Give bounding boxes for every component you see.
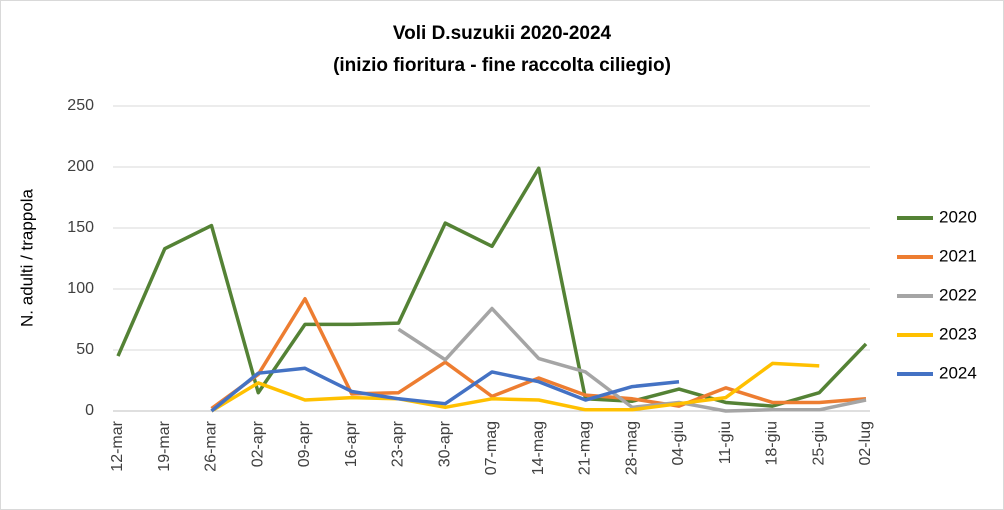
series-line xyxy=(397,306,867,413)
legend-label: 2021 xyxy=(939,246,977,265)
series-line xyxy=(210,366,680,413)
legend-label: 2024 xyxy=(939,363,977,382)
chart-subtitle: (inizio fioritura - fine raccolta cilieg… xyxy=(333,55,671,76)
x-tick-label: 02-lug xyxy=(857,421,874,465)
x-tick-label: 28-mag xyxy=(623,421,640,475)
y-tick-label: 50 xyxy=(76,341,94,358)
x-tick-label: 23-apr xyxy=(390,420,407,467)
x-tick-label: 30-apr xyxy=(436,420,453,467)
x-tick-label: 04-giu xyxy=(670,421,687,465)
x-tick-label: 11-giu xyxy=(717,421,734,464)
series-line xyxy=(210,297,867,410)
x-tick-label: 16-apr xyxy=(343,420,360,467)
x-tick-label: 14-mag xyxy=(530,421,547,475)
x-tick-label: 12-mar xyxy=(109,420,126,471)
legend-label: 2023 xyxy=(939,324,977,343)
y-axis-label: N. adulti / trappola xyxy=(17,188,36,327)
y-tick-label: 100 xyxy=(67,280,94,297)
x-tick-label: 18-giu xyxy=(764,421,781,465)
x-tick-label: 09-apr xyxy=(296,420,313,467)
y-tick-label: 250 xyxy=(67,97,94,114)
x-tick-label: 25-giu xyxy=(810,421,827,465)
x-tick-label: 02-apr xyxy=(249,420,266,467)
legend-label: 2022 xyxy=(939,285,977,304)
y-tick-label: 150 xyxy=(67,219,94,236)
legend-label: 2020 xyxy=(939,207,977,226)
chart-title: Voli D.suzukii 2020-2024 xyxy=(393,23,612,44)
x-tick-label: 21-mag xyxy=(577,421,594,475)
series-line xyxy=(116,166,868,408)
y-tick-label: 200 xyxy=(67,158,94,175)
y-tick-label: 0 xyxy=(85,402,94,419)
series-line xyxy=(210,361,820,413)
x-tick-label: 07-mag xyxy=(483,421,500,475)
x-tick-label: 26-mar xyxy=(203,420,220,471)
x-tick-label: 19-mar xyxy=(156,420,173,471)
